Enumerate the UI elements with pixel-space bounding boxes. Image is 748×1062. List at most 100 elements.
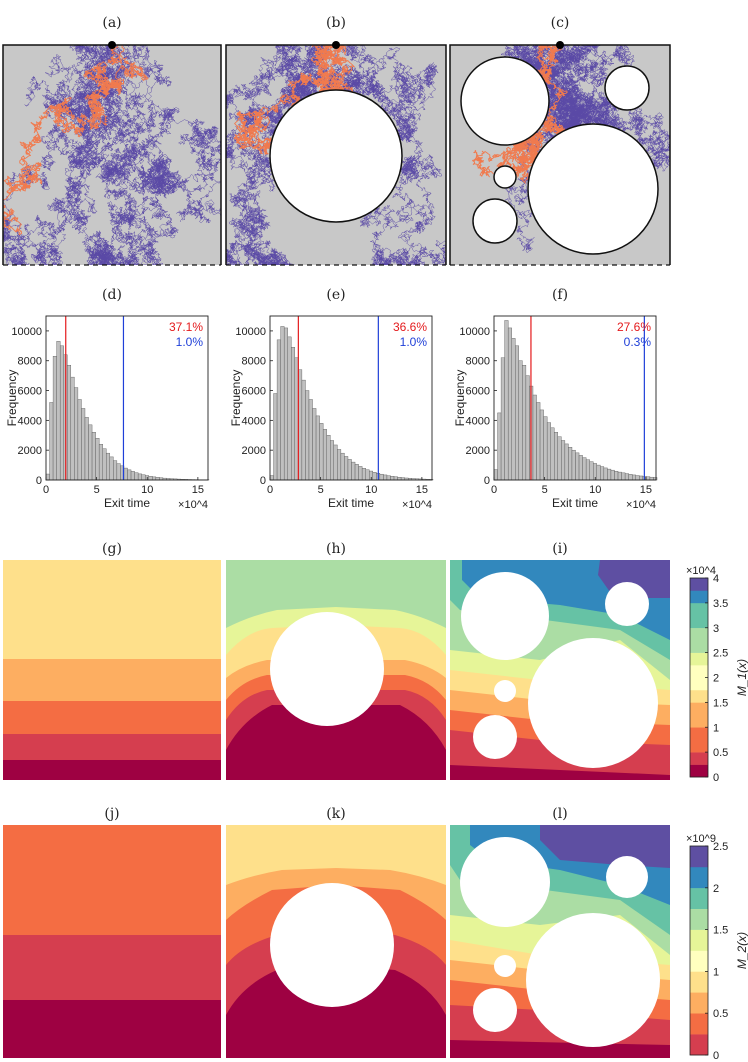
colorbar-segment bbox=[690, 615, 708, 629]
x-tick-label: 5 bbox=[542, 484, 548, 496]
colorbar-tick-label: 3 bbox=[713, 623, 719, 635]
contour-panel-k bbox=[226, 825, 446, 1058]
histogram-bar bbox=[337, 449, 342, 481]
x-axis-multiplier: ×10^4 bbox=[626, 499, 656, 511]
histogram-f: 0 5 10 15 0 2000 4000 6000 8000 10000 Exit time Fre… bbox=[453, 315, 658, 511]
colorbar-multiplier: ×10^4 bbox=[686, 565, 716, 577]
histogram-bar bbox=[582, 457, 587, 481]
histogram-bar bbox=[610, 469, 615, 481]
colorbar-tick-label: 0.5 bbox=[713, 1008, 728, 1020]
panel-label-j: (j) bbox=[104, 806, 119, 822]
walk-panel-c bbox=[449, 41, 671, 266]
mean-fraction-annotation: 37.1% bbox=[169, 320, 203, 334]
histogram-bar bbox=[504, 320, 509, 481]
histogram-bar bbox=[269, 475, 274, 481]
panel-label-f: (f) bbox=[552, 287, 568, 303]
colorbar-segment bbox=[690, 689, 708, 703]
colorbar-segment bbox=[690, 1034, 708, 1056]
colorbar-segment bbox=[690, 602, 708, 616]
obstacle-circle bbox=[270, 612, 384, 726]
histogram-bar bbox=[550, 427, 555, 481]
colorbar-segment bbox=[690, 929, 708, 951]
histogram-bar bbox=[70, 376, 75, 481]
walk-trajectory bbox=[226, 45, 290, 265]
histogram-bar bbox=[77, 399, 82, 481]
histogram-bar bbox=[532, 394, 537, 481]
histogram-bar bbox=[347, 459, 352, 481]
histogram-bar bbox=[561, 440, 566, 481]
walk-panel-a bbox=[2, 41, 222, 266]
histogram-bar bbox=[624, 473, 629, 481]
colorbar-segment bbox=[690, 578, 708, 591]
obstacle-circle bbox=[270, 883, 394, 1007]
histogram-bar bbox=[628, 474, 633, 481]
colorbar-tick-label: 1.5 bbox=[713, 697, 728, 709]
obstacle-circle bbox=[472, 198, 518, 244]
colorbar-tick-label: 2.5 bbox=[713, 648, 728, 660]
axes-frame bbox=[493, 315, 657, 481]
histogram-bar bbox=[639, 475, 644, 481]
tail-fraction-annotation: 0.3% bbox=[624, 335, 652, 349]
histogram-bar bbox=[84, 417, 89, 481]
x-axis-multiplier: ×10^4 bbox=[178, 499, 208, 511]
histogram-bar bbox=[511, 338, 516, 481]
histogram-bar bbox=[536, 402, 541, 481]
contour-band bbox=[3, 825, 221, 935]
histogram-bar bbox=[390, 476, 395, 481]
obstacle-circle bbox=[461, 572, 549, 660]
panel-label-i: (i) bbox=[552, 541, 567, 557]
histogram-bar bbox=[515, 345, 520, 481]
panel-label-k: (k) bbox=[326, 806, 345, 822]
colorbar-tick-label: 0.5 bbox=[713, 747, 728, 759]
y-axis-label: Frequency bbox=[229, 370, 243, 427]
y-tick-label: 6000 bbox=[18, 386, 42, 398]
colorbar-segment bbox=[690, 665, 708, 678]
obstacle-circle bbox=[606, 856, 648, 898]
y-tick-label: 10000 bbox=[459, 326, 490, 338]
histogram-bar bbox=[635, 475, 640, 481]
y-axis-label: Frequency bbox=[453, 370, 467, 427]
histogram-bar bbox=[315, 415, 320, 481]
histogram-bar bbox=[543, 416, 548, 481]
walk-trajectories bbox=[3, 45, 221, 265]
histogram-bar bbox=[361, 468, 366, 481]
contour-band bbox=[3, 935, 221, 1000]
walk-trajectory bbox=[472, 45, 568, 184]
y-tick-label: 2000 bbox=[242, 445, 266, 457]
x-axis-label: Exit time bbox=[552, 496, 598, 510]
panel-label-c: (c) bbox=[551, 15, 570, 31]
histogram-bar bbox=[351, 461, 356, 481]
colorbar-label: M_1(x) bbox=[735, 659, 748, 696]
histogram-bar bbox=[134, 472, 139, 481]
y-tick-label: 10000 bbox=[235, 326, 266, 338]
colorbar-segment bbox=[690, 992, 708, 1014]
colorbar-segment bbox=[690, 677, 708, 691]
walk-panel-b bbox=[225, 41, 447, 266]
histogram-bar bbox=[141, 474, 146, 481]
histogram-bar bbox=[123, 467, 128, 481]
histogram-bar bbox=[148, 476, 153, 481]
obstacle-circle bbox=[527, 123, 659, 255]
colorbar-segment bbox=[690, 887, 708, 909]
colorbar-segment bbox=[690, 627, 708, 641]
x-tick-label: 5 bbox=[318, 484, 324, 496]
histogram-bar bbox=[91, 432, 96, 481]
histogram-bar bbox=[45, 473, 50, 481]
histogram-bar bbox=[585, 459, 590, 481]
histogram-bar bbox=[102, 448, 107, 481]
x-tick-label: 0 bbox=[267, 484, 273, 496]
walk-trajectory bbox=[542, 46, 670, 172]
x-axis-label: Exit time bbox=[328, 496, 374, 510]
walk-trajectories bbox=[226, 45, 446, 265]
obstacle-circle bbox=[493, 165, 517, 189]
y-tick-label: 4000 bbox=[466, 415, 490, 427]
x-tick-label: 15 bbox=[640, 484, 652, 496]
contour-band bbox=[3, 734, 221, 760]
axes-frame bbox=[269, 315, 433, 481]
contour-panel-h bbox=[226, 560, 446, 780]
histogram-bar bbox=[554, 432, 558, 481]
y-axis-label: Frequency bbox=[5, 370, 19, 427]
histogram-bar bbox=[539, 409, 544, 481]
histogram-bar bbox=[59, 345, 64, 481]
histogram-bar bbox=[319, 423, 324, 481]
